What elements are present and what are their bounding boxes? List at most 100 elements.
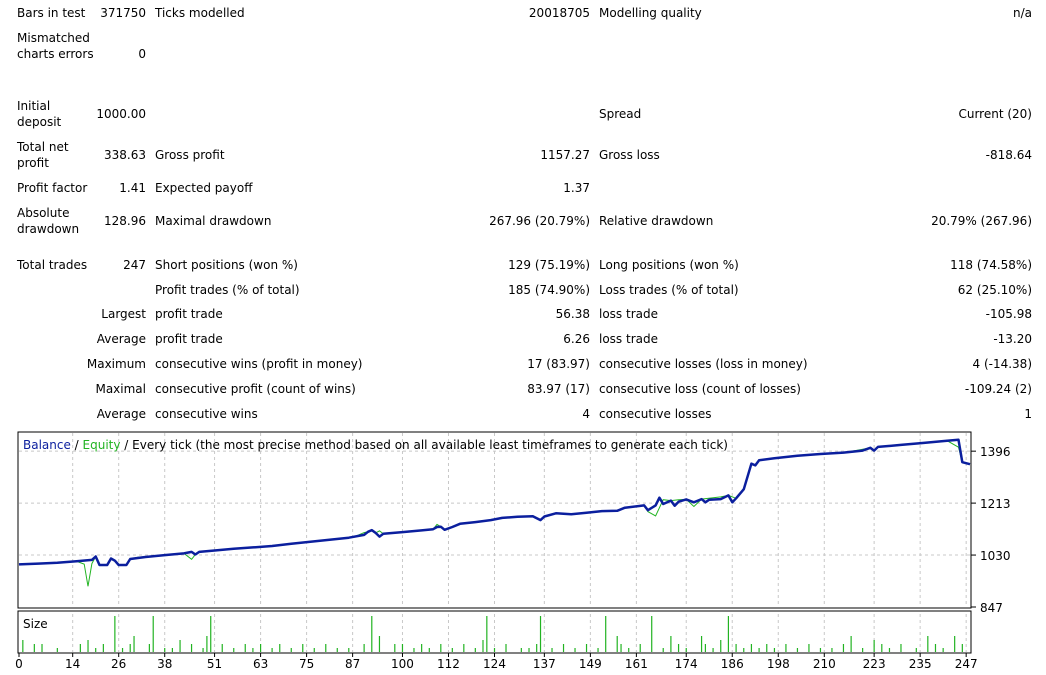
maximum-wins-value: 17 (83.97) <box>527 357 590 371</box>
x-tick-label: 198 <box>767 657 790 671</box>
maximal-profit-value: 83.97 (17) <box>527 382 590 396</box>
expected-payoff-value: 1.37 <box>563 181 590 195</box>
mismatched-label: Mismatched charts errors <box>17 31 94 61</box>
largest-loss-label: loss trade <box>599 307 658 321</box>
gross-profit-label: Gross profit <box>155 148 225 162</box>
size-label: Size <box>23 617 48 631</box>
largest-profit-label: profit trade <box>155 307 223 321</box>
relative-drawdown-label: Relative drawdown <box>599 214 714 228</box>
absolute-drawdown-value: 128.96 <box>104 214 146 228</box>
ticks-modelled-value: 20018705 <box>528 6 590 20</box>
modelling-quality-value: n/a <box>1012 6 1032 20</box>
total-trades-label: Total trades <box>17 258 88 272</box>
legend-method: Every tick (the most precise method base… <box>132 438 728 452</box>
maximum-losses-label: consecutive losses (loss in money) <box>599 357 808 371</box>
total-trades-value: 247 <box>123 258 146 272</box>
initial-deposit-value: 1000.00 <box>96 107 146 121</box>
average-consecutive-losses-label: consecutive losses <box>599 407 712 421</box>
legend-equity: Equity <box>82 438 121 452</box>
legend-balance: Balance <box>23 438 71 452</box>
chart-frame <box>17 431 972 609</box>
average-consecutive-wins-value: 4 <box>582 407 590 421</box>
maximal-loss-label: consecutive loss (count of losses) <box>599 382 801 396</box>
gross-loss-value: -818.64 <box>985 148 1032 162</box>
x-tick-label: 210 <box>813 657 836 671</box>
expected-payoff-label: Expected payoff <box>155 181 253 195</box>
total-net-profit-label: Total net profit <box>17 140 69 170</box>
balance-line <box>18 438 971 567</box>
x-tick-label: 51 <box>207 657 222 671</box>
y-tick-label: 847 <box>980 601 1003 615</box>
maximal-loss-value: -109.24 (2) <box>964 382 1032 396</box>
x-tick-label: 0 <box>15 657 23 671</box>
x-tick-label: 75 <box>299 657 314 671</box>
chart-grid <box>19 433 970 652</box>
profit-trades-label: Profit trades (% of total) <box>155 283 300 297</box>
legend-separator-2: / <box>120 438 133 452</box>
short-positions-label: Short positions (won %) <box>155 258 298 272</box>
x-tick-label: 87 <box>345 657 360 671</box>
modelling-quality-label: Modelling quality <box>599 6 702 20</box>
ticks-modelled-label: Ticks modelled <box>155 6 245 20</box>
maximal-drawdown-value: 267.96 (20.79%) <box>489 214 590 228</box>
average-consecutive-label: Average <box>96 407 146 421</box>
loss-trades-value: 62 (25.10%) <box>957 283 1032 297</box>
x-tick-label: 26 <box>111 657 126 671</box>
maximal-label: Maximal <box>95 382 146 396</box>
maximal-drawdown-label: Maximal drawdown <box>155 214 272 228</box>
bars-in-test-value: 371750 <box>100 6 146 20</box>
average-loss-value: -13.20 <box>993 332 1032 346</box>
mismatched-value: 0 <box>138 47 146 61</box>
x-axis-ticks: 0 14 26 38 51 63 75 87 100 112 124 137 149 161 174 186 1… <box>15 653 978 671</box>
average-profit-label: profit trade <box>155 332 223 346</box>
total-net-profit-value: 338.63 <box>104 148 146 162</box>
x-tick-label: 38 <box>157 657 172 671</box>
x-tick-label: 247 <box>955 657 978 671</box>
x-tick-label: 63 <box>253 657 268 671</box>
profit-factor-value: 1.41 <box>119 181 146 195</box>
largest-loss-value: -105.98 <box>985 307 1032 321</box>
maximum-label: Maximum <box>86 357 146 371</box>
x-tick-label: 161 <box>625 657 648 671</box>
maximal-profit-label: consecutive profit (count of wins) <box>155 382 356 396</box>
x-tick-label: 137 <box>533 657 556 671</box>
maximum-losses-value: 4 (-14.38) <box>972 357 1033 371</box>
x-tick-label: 14 <box>65 657 80 671</box>
x-tick-label: 235 <box>909 657 932 671</box>
long-positions-label: Long positions (won %) <box>599 258 739 272</box>
average-profit-value: 6.26 <box>563 332 590 346</box>
initial-deposit-label: Initial deposit <box>17 99 62 129</box>
absolute-drawdown-label: Absolute drawdown <box>17 206 80 236</box>
x-tick-label: 186 <box>721 657 744 671</box>
long-positions-value: 118 (74.58%) <box>950 258 1032 272</box>
short-positions-value: 129 (75.19%) <box>508 258 590 272</box>
loss-trades-label: Loss trades (% of total) <box>599 283 739 297</box>
x-tick-label: 149 <box>579 657 602 671</box>
x-tick-label: 174 <box>675 657 698 671</box>
bars-in-test-label: Bars in test <box>17 6 86 20</box>
x-tick-label: 112 <box>437 657 460 671</box>
maximum-wins-label: consecutive wins (profit in money) <box>155 357 363 371</box>
chart-legend: Balance / Equity / Every tick (the most … <box>23 437 728 453</box>
x-tick-label: 100 <box>391 657 414 671</box>
largest-profit-value: 56.38 <box>555 307 590 321</box>
y-tick-label: 1030 <box>980 549 1011 563</box>
gross-profit-value: 1157.27 <box>540 148 590 162</box>
spread-label: Spread <box>599 107 642 121</box>
y-axis-ticks: 1396 1213 1030 847 <box>971 445 1011 615</box>
x-tick-label: 223 <box>863 657 886 671</box>
average-consecutive-wins-label: consecutive wins <box>155 407 258 421</box>
profit-trades-value: 185 (74.90%) <box>508 283 590 297</box>
largest-label: Largest <box>101 307 146 321</box>
x-tick-label: 124 <box>483 657 506 671</box>
average-loss-label: loss trade <box>599 332 658 346</box>
y-tick-label: 1213 <box>980 497 1011 511</box>
y-tick-label: 1396 <box>980 445 1011 459</box>
average-label: Average <box>96 332 146 346</box>
size-histogram <box>22 616 963 652</box>
gross-loss-label: Gross loss <box>599 148 660 162</box>
legend-separator-1: / <box>70 438 83 452</box>
average-consecutive-losses-value: 1 <box>1024 407 1032 421</box>
spread-value: Current (20) <box>958 107 1032 121</box>
